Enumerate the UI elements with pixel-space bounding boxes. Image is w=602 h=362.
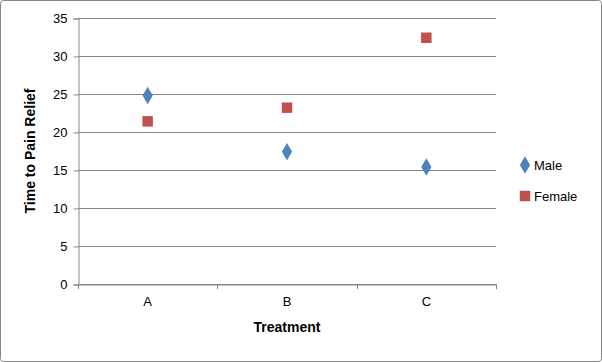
point bbox=[142, 116, 152, 126]
point bbox=[143, 87, 153, 105]
x-boundary-tick bbox=[496, 284, 497, 289]
y-tick: 30 bbox=[53, 49, 78, 64]
legend-label: Male bbox=[534, 158, 562, 173]
point bbox=[421, 33, 431, 43]
x-tick-label: C bbox=[422, 294, 431, 309]
y-tick: 10 bbox=[53, 201, 78, 216]
chart: 0 5 10 15 20 25 30 35 A B C Treatment Time to Pain R… bbox=[0, 0, 602, 362]
legend-marker bbox=[520, 156, 530, 174]
x-tick-label: A bbox=[143, 294, 152, 309]
y-tick: 25 bbox=[53, 87, 78, 102]
grid-line bbox=[78, 56, 496, 57]
y-tick-label: 35 bbox=[53, 11, 67, 26]
x-axis-line bbox=[79, 285, 497, 286]
grid-line bbox=[78, 246, 496, 247]
y-tick-mark bbox=[74, 133, 79, 134]
legend: Male Female bbox=[520, 156, 578, 203]
grid-line bbox=[78, 18, 496, 19]
series bbox=[142, 33, 431, 127]
y-tick: 5 bbox=[60, 239, 78, 254]
x-axis-title: Treatment bbox=[254, 319, 321, 335]
series bbox=[143, 87, 432, 176]
y-tick: 20 bbox=[53, 125, 78, 140]
x-boundary-ticks bbox=[79, 284, 497, 289]
y-axis-title: Time to Pain Relief bbox=[22, 88, 38, 213]
grid-line bbox=[78, 132, 496, 133]
y-tick-label: 20 bbox=[53, 125, 67, 140]
grid bbox=[78, 19, 496, 285]
x-tick-label: B bbox=[283, 294, 292, 309]
y-tick-mark bbox=[74, 247, 79, 248]
y-axis-line bbox=[74, 19, 80, 285]
y-tick-label: 15 bbox=[53, 163, 67, 178]
x-axis: A B C bbox=[79, 285, 497, 309]
grid-line bbox=[78, 170, 496, 171]
y-tick: 15 bbox=[53, 163, 78, 178]
grid-line bbox=[78, 284, 496, 285]
x-boundary-tick bbox=[217, 284, 218, 289]
x-tick: C bbox=[422, 285, 431, 309]
y-tick-label: 30 bbox=[53, 49, 67, 64]
x-boundary-tick bbox=[78, 284, 79, 289]
y-tick-label: 25 bbox=[53, 87, 67, 102]
y-tick: 35 bbox=[53, 11, 78, 26]
x-tick: A bbox=[143, 285, 152, 309]
y-tick-mark bbox=[74, 57, 79, 58]
y-tick: 0 bbox=[60, 277, 78, 292]
y-tick-label: 10 bbox=[53, 201, 67, 216]
y-tick-label: 5 bbox=[60, 239, 67, 254]
legend-label: Female bbox=[534, 189, 577, 204]
x-tick: B bbox=[283, 285, 292, 309]
grid-line bbox=[78, 208, 496, 209]
y-axis: 0 5 10 15 20 25 30 35 bbox=[53, 11, 79, 292]
y-tick-mark bbox=[74, 209, 79, 210]
x-boundary-tick bbox=[357, 284, 358, 289]
y-tick-mark bbox=[74, 285, 79, 286]
grid-line bbox=[78, 94, 496, 95]
y-tick-mark bbox=[74, 95, 79, 96]
y-tick-label: 0 bbox=[60, 277, 67, 292]
marks bbox=[142, 33, 431, 176]
point bbox=[421, 158, 431, 176]
y-tick-mark bbox=[74, 171, 79, 172]
point bbox=[282, 143, 292, 161]
y-tick-mark bbox=[74, 19, 79, 20]
point bbox=[282, 102, 292, 112]
chart-frame bbox=[1, 1, 602, 362]
legend-marker bbox=[520, 191, 530, 201]
